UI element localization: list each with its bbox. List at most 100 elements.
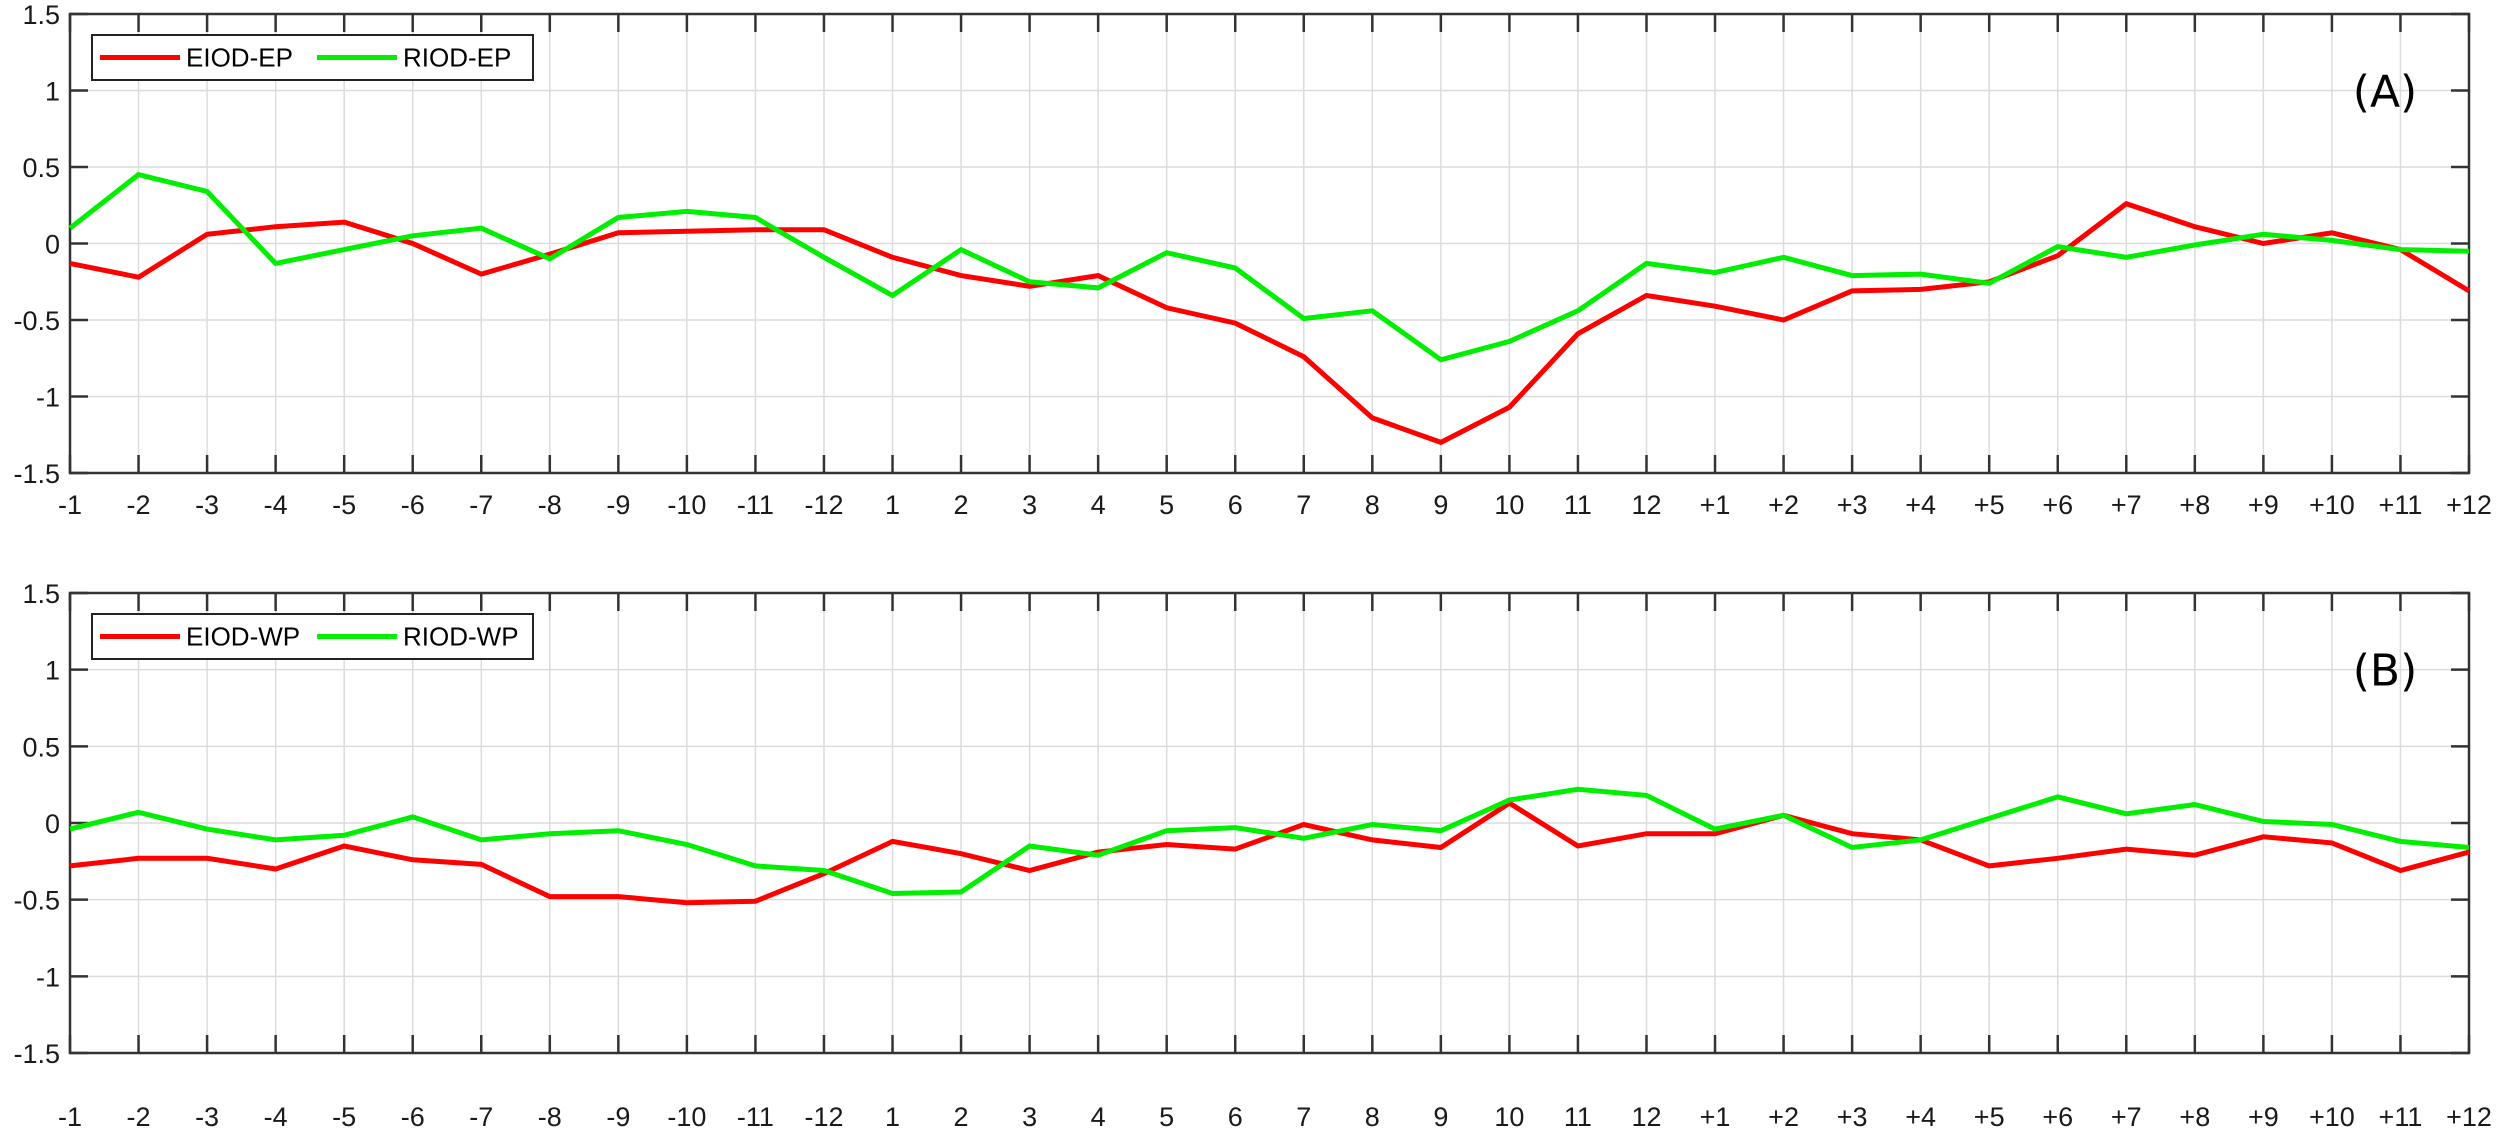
y-axis: -1.5 -1 -0.5 0 0.5 1 1.5 [13,0,2469,489]
x-tick-label: -3 [195,490,219,520]
x-tick-label: -2 [127,1102,151,1132]
series-line-eiod-wp [69,800,2470,906]
x-tick-label: -5 [332,490,356,520]
x-tick-label: 6 [1228,490,1243,520]
panel-label: (A) [2353,67,2417,118]
x-tick-label: -10 [667,1102,706,1132]
panel-b-chart: -1 -2 -3 -4 -5 -6 -7 -8 -9 -10 -11 -12 1 2 3 4 5 6 7 8 9 10 11… [13,579,2491,1132]
legend: EIOD-EP RIOD-EP [91,34,534,81]
x-tick-label: -8 [538,490,562,520]
y-tick-label: -1 [36,962,60,992]
y-tick-label: -1.5 [13,459,60,489]
x-axis: -1 -2 -3 -4 -5 -6 -7 -8 -9 -10 -11 -12 1 2 3 4 5 6 7 8 9 10 11… [58,593,2492,1132]
x-tick-label: -12 [804,1102,843,1132]
x-tick-label: -7 [469,490,493,520]
x-tick-label: +5 [1974,490,2005,520]
x-tick-label: +12 [2446,1102,2492,1132]
x-tick-label: 8 [1365,490,1380,520]
series-line-riod-wp [69,786,2470,897]
y-tick-label: -1.5 [13,1039,60,1069]
legend-label: RIOD-WP [403,622,519,652]
series-line-eiod-ep [69,200,2471,446]
x-tick-label: 4 [1091,490,1106,520]
x-tick-label: -1 [58,490,82,520]
x-tick-label: 12 [1631,1102,1661,1132]
y-tick-label: 0 [45,809,60,839]
y-tick-label: 0.5 [22,732,60,762]
y-tick-label: -1 [36,383,60,413]
x-tick-label: +8 [2179,1102,2210,1132]
x-tick-label: +9 [2248,490,2279,520]
x-tick-label: 8 [1365,1102,1380,1132]
x-tick-label: -8 [538,1102,562,1132]
x-tick-label: 10 [1494,1102,1524,1132]
x-tick-label: -10 [667,490,706,520]
x-tick-label: +11 [2379,490,2423,520]
x-tick-label: +6 [2042,490,2073,520]
x-tick-label: 4 [1091,1102,1106,1132]
x-tick-label: 5 [1159,1102,1174,1132]
x-tick-label: -4 [264,490,288,520]
y-tick-label: 1.5 [22,0,60,30]
y-tick-label: 1 [45,656,60,686]
x-tick-label: 11 [1564,490,1592,520]
x-tick-label: +10 [2309,490,2355,520]
y-tick-label: 1 [45,77,60,107]
x-tick-label: 9 [1433,1102,1448,1132]
x-tick-label: 7 [1296,1102,1311,1132]
x-tick-label: +3 [1837,1102,1868,1132]
x-tick-label: -4 [264,1102,288,1132]
legend-label: EIOD-WP [186,622,300,652]
x-tick-label: +1 [1700,490,1731,520]
legend: EIOD-WP RIOD-WP [91,613,534,660]
x-tick-label: -9 [606,490,630,520]
x-tick-label: 6 [1228,1102,1243,1132]
x-tick-label: +9 [2248,1102,2279,1132]
x-tick-label: 11 [1564,1102,1592,1132]
panel-a-chart: -1 -2 -3 -4 -5 -6 -7 -8 -9 -10 -11 -12 1 2 3 4 5 6 7 8 9 10 11… [13,0,2491,520]
x-tick-label: 7 [1296,490,1311,520]
x-tick-label: -5 [332,1102,356,1132]
y-tick-label: -0.5 [13,306,60,336]
x-tick-label: +5 [1974,1102,2005,1132]
x-tick-label: +12 [2446,490,2492,520]
x-tick-label: 5 [1159,490,1174,520]
x-tick-label: +8 [2179,490,2210,520]
series-line-riod-ep [68,171,2470,363]
x-tick-label: +7 [2111,1102,2142,1132]
x-tick-label: -6 [401,1102,425,1132]
y-tick-label: 0 [45,230,60,260]
x-tick-label: 10 [1494,490,1524,520]
x-tick-label: +4 [1905,1102,1936,1132]
x-tick-label: -9 [606,1102,630,1132]
x-tick-label: 1 [885,1102,900,1132]
y-tick-label: 1.5 [22,579,60,609]
panel-label: (B) [2353,646,2418,697]
x-tick-label: +7 [2111,490,2142,520]
x-tick-label: +4 [1905,490,1936,520]
x-tick-label: -12 [804,490,843,520]
y-axis: -1.5 -1 -0.5 0 0.5 1 1.5 [13,579,2469,1069]
x-tick-label: +3 [1837,490,1868,520]
x-tick-label: +11 [2379,1102,2423,1132]
x-tick-label: +2 [1768,1102,1799,1132]
x-tick-label: -3 [195,1102,219,1132]
grid [70,14,2469,473]
x-tick-label: 12 [1631,490,1661,520]
x-tick-label: -6 [401,490,425,520]
x-tick-label: 2 [954,490,969,520]
legend-label: EIOD-EP [186,43,293,73]
x-tick-label: 9 [1433,490,1448,520]
x-tick-label: -2 [127,490,151,520]
x-tick-label: 1 [885,490,900,520]
x-axis: -1 -2 -3 -4 -5 -6 -7 -8 -9 -10 -11 -12 1 2 3 4 5 6 7 8 9 10 11… [58,14,2492,520]
grid [70,593,2469,1053]
x-tick-label: -11 [737,1102,774,1132]
x-tick-label: 3 [1022,490,1037,520]
x-tick-label: +2 [1768,490,1799,520]
x-tick-label: -7 [469,1102,493,1132]
x-tick-label: +6 [2042,1102,2073,1132]
x-tick-label: 2 [954,1102,969,1132]
legend-label: RIOD-EP [403,43,511,73]
